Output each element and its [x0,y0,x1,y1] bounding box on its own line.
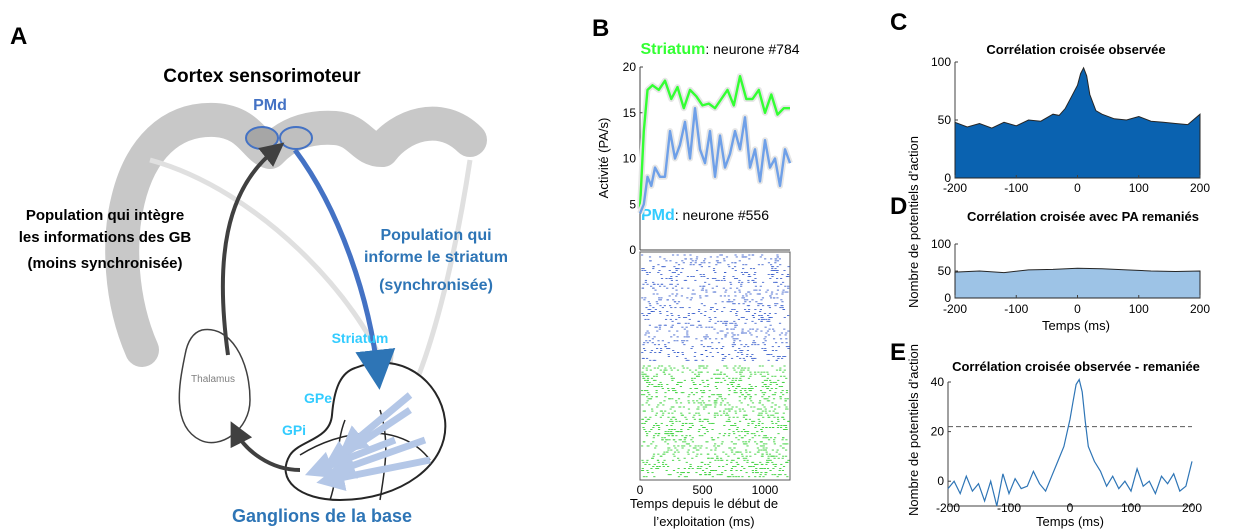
e-y-tick-label: 40 [931,375,945,389]
panel-letter-a: A [10,23,27,50]
b-rate-line-striatum [638,74,790,209]
b-rate-ci-pmd [637,105,793,215]
left-population-line-1: Population qui intègre [26,207,184,224]
right-population-line-3: (synchronisée) [379,277,493,294]
thalamus-shape [178,328,251,444]
b-raster-x-tick-label: 1000 [752,483,779,497]
pmd-label: PMd [253,97,287,114]
c-x-tick-label: -100 [1004,181,1028,195]
d-plot: 0 50 100 -200 -100 0 100 200 [931,237,1210,316]
striatum-neuron-title: Striatum: neurone #784 [640,41,799,58]
striatum-title-name: Striatum [640,41,705,58]
e-x-tick-label: 200 [1182,501,1202,515]
c-x-tick-label: 200 [1190,181,1210,195]
d-x-tick-label: 100 [1129,302,1149,316]
raster-pmd [641,254,790,361]
panel-letter-d: D [890,193,907,220]
internal-bg-arrows [304,392,431,491]
e-x-tick-label: -200 [936,501,960,515]
left-population-line-3: (moins synchronisée) [27,255,182,272]
b-rate-line-pmd [638,106,792,214]
panel-letter-e: E [890,339,906,366]
b-rate-y-tick-label: 20 [623,60,637,74]
panel-letter-c: C [890,9,907,36]
e-x-tick-label: -100 [997,501,1021,515]
striatum-label: Striatum [332,330,389,346]
b-raster-x-tick-label: 0 [637,483,644,497]
gpi-label: GPi [282,422,306,438]
e-x-tick-label: 0 [1067,501,1074,515]
cd-shared-ylabel: Nombre de potentiels d’action [906,136,921,308]
c-title: Corrélation croisée observée [986,42,1165,57]
e-y-tick-label: 20 [931,425,945,439]
pmd-title-name: PMd [641,207,675,224]
d-x-tick-label: -100 [1004,302,1028,316]
c-y-tick-label: 50 [938,113,952,127]
d-area [954,267,1201,299]
basal-ganglia-label: Ganglions de la base [232,506,412,526]
internal-arrow-4 [316,456,431,491]
e-y-tick-label: 0 [937,474,944,488]
c-x-tick-label: 100 [1129,181,1149,195]
raster-striatum [641,365,791,478]
pmd-ellipse-right [279,126,313,150]
c-x-tick-label: -200 [943,181,967,195]
b-xlabel-line-2: l’exploitation (ms) [653,514,754,529]
pmd-title-neuron: : neurone #556 [675,207,769,223]
b-rate-plot: 0 5 10 15 20 0 500 1000 [623,60,793,497]
striatum-title-neuron: : neurone #784 [705,41,799,57]
left-population-line-2: les informations des GB [19,229,192,246]
b-rate-y-tick-label: 0 [629,243,636,257]
c-plot: 0 50 100 -200 -100 0 100 200 [931,55,1210,195]
e-line [947,377,1193,507]
e-x-tick-label: 100 [1121,501,1141,515]
panel-b: B Striatum: neurone #784 PMd: neurone #5… [592,15,800,529]
right-population-line-2: informe le striatum [364,249,508,266]
e-ylabel: Nombre de potentiels d’action [906,344,921,516]
panel-a: A Cortex sensorimoteur PMd Thalamus [10,23,508,526]
b-raster-x-tick-label: 500 [692,483,712,497]
cortex-title: Cortex sensorimoteur [163,66,361,87]
d-title: Corrélation croisée avec PA remaniés [967,209,1199,224]
panel-e: E Corrélation croisée observée - remanié… [890,339,1202,529]
c-y-tick-label: 0 [944,171,951,185]
pmd-ellipse-left [245,126,279,150]
e-xlabel: Temps (ms) [1036,514,1104,529]
d-x-tick-label: 200 [1190,302,1210,316]
panel-letter-b: B [592,15,609,42]
e-plot: 0 20 40 -200 -100 0 100 200 [931,375,1203,515]
b-rate-y-tick-label: 15 [623,106,637,120]
internal-arrow-5 [304,436,397,478]
pmd-to-striatum-arrow [292,148,396,390]
b-rate-y-tick-label: 5 [629,197,636,211]
right-population-line-1: Population qui [380,227,491,244]
b-rate-y-tick-label: 10 [623,152,637,166]
internal-arrow-3 [326,436,427,479]
gpi-to-thalamus-arrow [230,421,301,472]
e-title: Corrélation croisée observée - remaniée [952,359,1200,374]
b-ylabel: Activité (PA/s) [596,118,611,199]
thalamus-label: Thalamus [191,374,235,385]
c-y-tick-label: 100 [931,55,951,69]
thalamus-to-pmd-arrow [220,142,285,356]
d-x-tick-label: -200 [943,302,967,316]
panel-c: C Corrélation croisée observée 0 50 100 -20… [890,9,1210,195]
pmd-neuron-title: PMd: neurone #556 [641,207,769,224]
d-y-tick-label: 0 [944,291,951,305]
d-x-tick-label: 0 [1074,302,1081,316]
c-area [954,66,1201,179]
internal-arrow-2 [323,407,412,468]
d-y-tick-label: 50 [938,264,952,278]
panel-d: D Corrélation croisée avec PA remaniés 0… [890,193,1210,333]
internal-arrow-1 [339,392,413,454]
c-x-tick-label: 0 [1074,181,1081,195]
d-y-tick-label: 100 [931,237,951,251]
b-xlabel-line-1: Temps depuis le début de [630,496,778,511]
gpe-label: GPe [304,390,332,406]
d-xlabel: Temps (ms) [1042,318,1110,333]
